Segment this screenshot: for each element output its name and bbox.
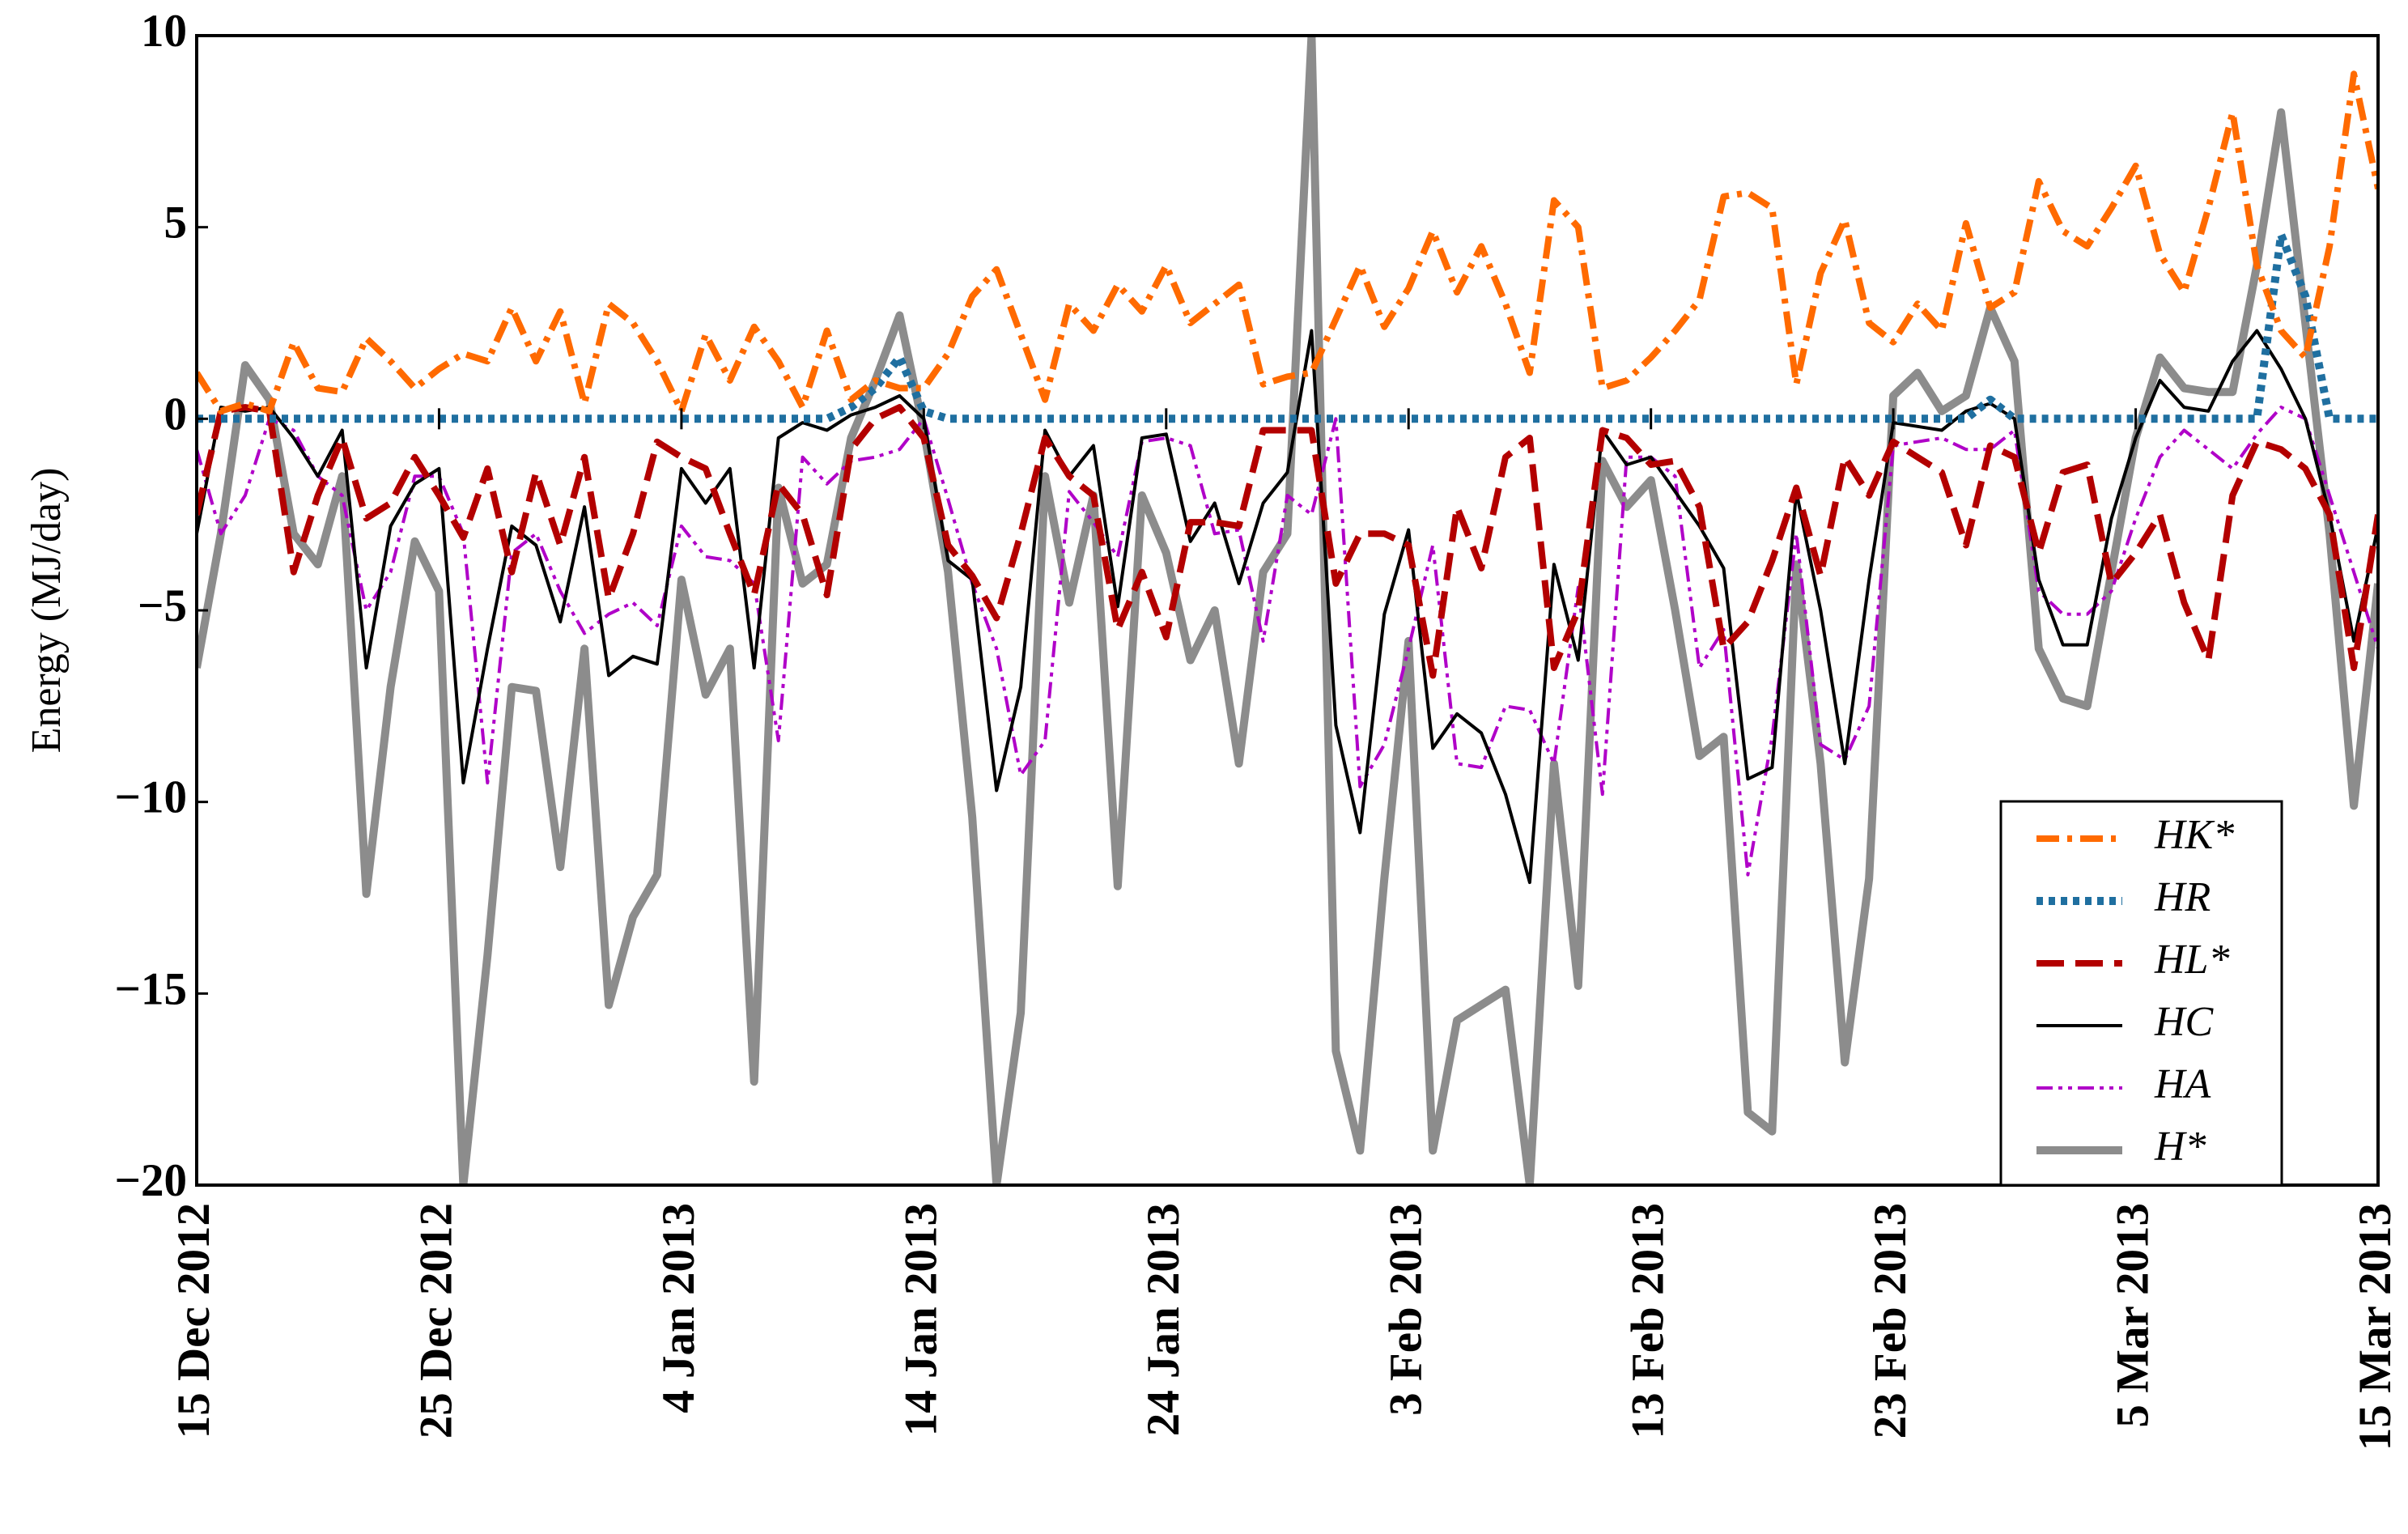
y-axis-label: Energy (MJ/day): [23, 468, 70, 754]
y-tick-label: 0: [164, 389, 188, 440]
x-tick-label: 13 Feb 2013: [1623, 1203, 1674, 1438]
x-tick-label: 4 Jan 2013: [653, 1203, 704, 1413]
series-line: [197, 404, 2378, 679]
legend-label: HC: [2154, 999, 2215, 1045]
series-line: [197, 406, 2378, 877]
y-tick-label: −20: [115, 1155, 187, 1206]
legend-label: HK*: [2154, 812, 2234, 858]
x-tick-label: 3 Feb 2013: [1380, 1203, 1431, 1416]
legend-label: HL*: [2154, 937, 2229, 983]
x-tick-label: 23 Feb 2013: [1865, 1203, 1916, 1438]
x-tick-label: 5 Mar 2013: [2108, 1203, 2159, 1428]
legend-box: [1999, 800, 2283, 1187]
y-tick-label: −15: [115, 963, 187, 1014]
legend-label: HR: [2154, 874, 2211, 920]
y-tick-label: −5: [138, 580, 187, 631]
x-tick-label: 14 Jan 2013: [895, 1203, 946, 1436]
x-tick-label: 25 Dec 2012: [411, 1203, 462, 1438]
legend-label: H*: [2154, 1124, 2206, 1170]
x-tick-label: 15 Dec 2012: [168, 1203, 219, 1438]
series-line: [197, 329, 2378, 885]
series-line: [197, 36, 2378, 1185]
y-tick-label: 5: [164, 198, 188, 249]
series-line: [197, 70, 2378, 414]
plot-area: [197, 36, 2378, 1185]
y-tick-label: 10: [141, 6, 187, 57]
x-tick-label: 24 Jan 2013: [1138, 1203, 1189, 1436]
x-tick-label: 15 Mar 2013: [2350, 1203, 2401, 1451]
y-tick-label: −10: [115, 772, 187, 823]
legend-label: HA: [2154, 1061, 2211, 1107]
